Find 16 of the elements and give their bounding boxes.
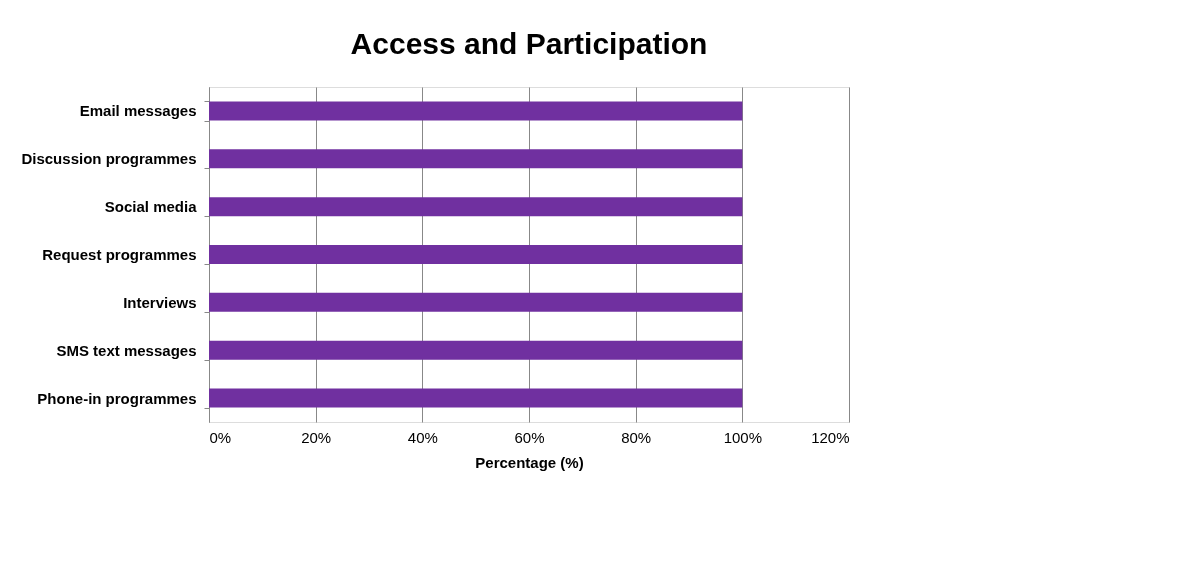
y-tick-label: Interviews [123, 293, 197, 311]
y-tick-label: Social media [104, 198, 198, 216]
x-tick-label: 100% [723, 428, 763, 446]
x-tick-label: 40% [407, 428, 438, 446]
y-tick-label: Email messages [79, 102, 197, 120]
y-tick-label: Phone-in programmes [37, 389, 197, 407]
chart-title: Access and Participation [350, 27, 708, 60]
y-tick-label: Discussion programmes [21, 150, 197, 168]
x-tick-label: 120% [811, 428, 850, 446]
y-tick-label: SMS text messages [56, 341, 197, 359]
y-tick-label: Request programmes [42, 246, 197, 263]
x-tick-label: 0% [209, 428, 232, 446]
x-tick-label: 20% [301, 428, 332, 446]
x-axis-title: Percentage (%) [475, 453, 584, 471]
x-tick-label: 80% [621, 428, 652, 446]
x-tick-label: 60% [514, 428, 545, 446]
